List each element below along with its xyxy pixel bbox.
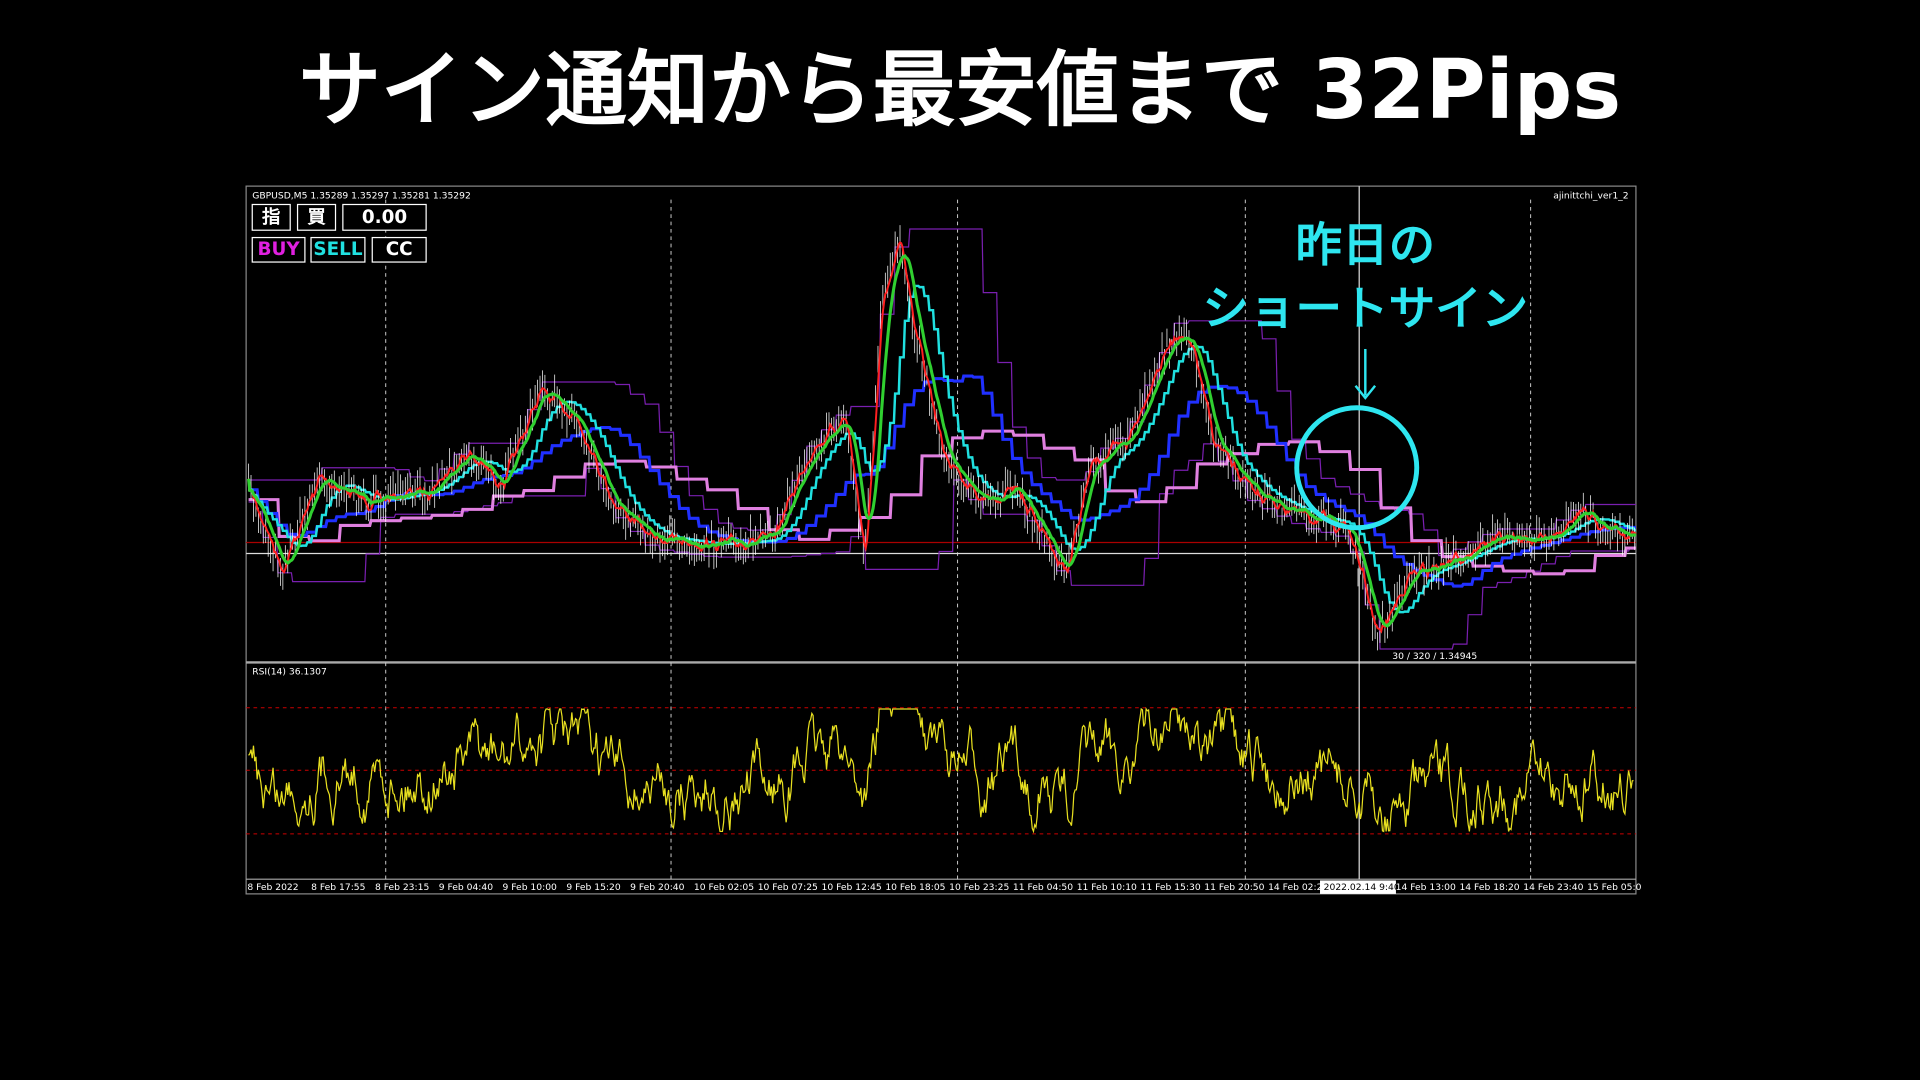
button[interactable] (251, 203, 291, 231)
button-label[interactable]: 指 (262, 206, 280, 228)
button[interactable] (296, 203, 337, 231)
measure-label: 30 / 320 / 1.34945 (1392, 651, 1477, 662)
button-label[interactable]: 買 (307, 207, 326, 228)
trend-line (248, 429, 1636, 576)
button-label[interactable]: SELL (313, 239, 362, 260)
time-label: 15 Feb 05:0 (1587, 882, 1642, 893)
time-label: 14 Feb 23:40 (1523, 882, 1583, 893)
time-label: 8 Feb 2022 (247, 882, 298, 893)
time-label: 8 Feb 23:15 (375, 882, 430, 893)
button-label[interactable]: BUY (257, 239, 300, 260)
time-label: 11 Feb 04:50 (1013, 882, 1073, 893)
time-label: 9 Feb 20:40 (630, 882, 685, 893)
button[interactable] (310, 236, 366, 263)
indicator-lines (247, 225, 1637, 651)
button[interactable] (371, 236, 427, 263)
button-bar: 指 買 0.00 BUY SELL CC (251, 203, 427, 263)
time-label: 14 Feb 18:20 (1459, 882, 1519, 893)
time-label: 14 Feb 02:2 (1268, 882, 1322, 893)
time-label: 10 Feb 12:45 (822, 882, 882, 893)
annotation: 昨日の (1296, 218, 1436, 272)
blue-line (248, 374, 1636, 588)
price-line (247, 241, 1637, 634)
time-axis: 2022.02.14 9:40 8 Feb 2022 8 Feb 17:55 8 F… (247, 880, 1642, 894)
time-label: 10 Feb 07:25 (758, 882, 818, 893)
indicator-name: ajinittchi_ver1_2 (1553, 190, 1628, 201)
time-label: 14 Feb 13:00 (1396, 882, 1456, 893)
rsi-line (248, 707, 1634, 834)
time-label: 8 Feb 17:55 (311, 882, 366, 893)
cursor-time: 2022.02.14 9:40 (1324, 882, 1400, 893)
time-label: 10 Feb 23:25 (949, 882, 1009, 893)
time-label: 10 Feb 02:05 (694, 882, 754, 893)
time-label: 10 Feb 18:05 (885, 882, 945, 893)
button-label[interactable]: CC (386, 239, 413, 260)
headline: サイン通知から最安値まで 32Pips (299, 43, 1621, 138)
green-line (247, 253, 1637, 628)
time-label: 11 Feb 10:10 (1077, 882, 1137, 893)
annotation: ショートサイン (1203, 281, 1529, 335)
symbol-info: GBPUSD,M5 1.35289 1.35297 1.35281 1.3529… (252, 190, 471, 201)
time-label: 9 Feb 04:40 (439, 882, 494, 893)
arrow-head (1354, 384, 1377, 400)
time-label: 11 Feb 15:30 (1140, 882, 1200, 893)
highlight-circle (1294, 405, 1420, 531)
lot-field[interactable] (342, 203, 427, 231)
envelope-line (248, 228, 1636, 557)
time-label: 9 Feb 15:20 (566, 882, 621, 893)
time-label: 11 Feb 20:50 (1204, 882, 1264, 893)
chart-window: GBPUSD,M5 1.35289 1.35297 1.35281 1.3529… (245, 185, 1642, 895)
rsi-label: RSI(14) 36.1307 (252, 667, 327, 678)
cursor-time-box (1320, 880, 1396, 894)
rsi-panel (248, 707, 1634, 834)
lot-value[interactable]: 0.00 (362, 207, 407, 228)
time-label: 9 Feb 10:00 (503, 882, 558, 893)
chart-frame (245, 185, 1637, 895)
button[interactable] (251, 236, 306, 263)
